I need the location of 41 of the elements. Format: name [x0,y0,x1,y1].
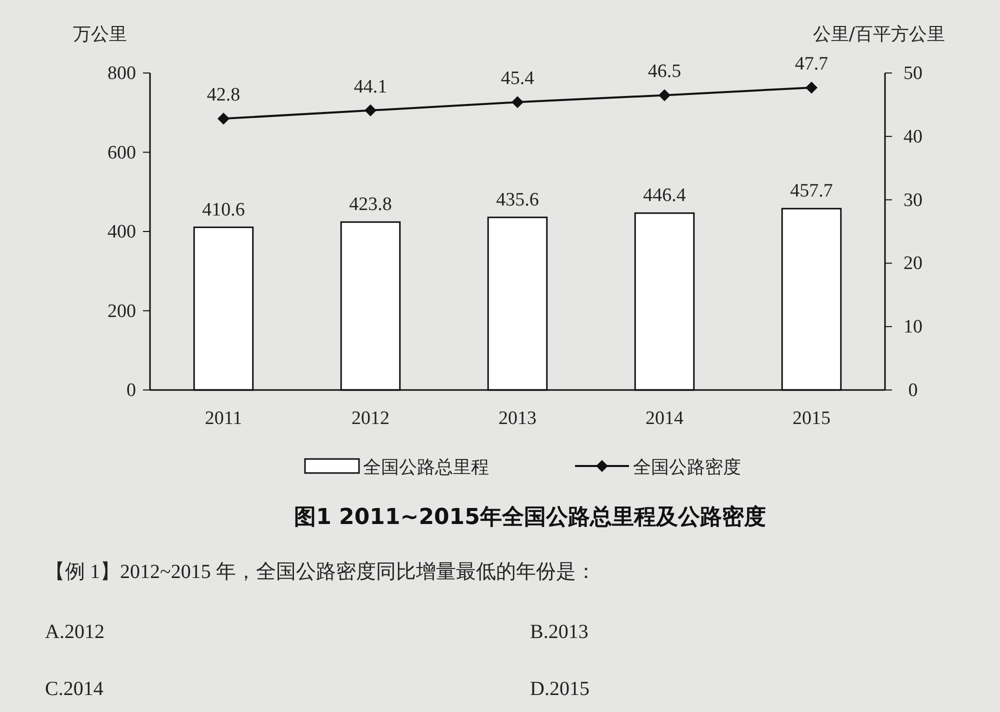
y-tick-label: 400 [108,222,136,242]
legend-label: 全国公路总里程 [363,457,489,478]
text: D.2015 [530,678,590,700]
text: 【例 1】2012~2015 年，全国公路密度同比增量最低的年份是： [45,561,596,583]
y-axis-title: 万公里 [73,24,127,45]
text: C.2014 [45,678,104,700]
x-tick-label: 2014 [646,408,684,429]
point [364,104,376,116]
y2-tick-label: 10 [904,316,922,338]
data-label: 457.7 [790,180,833,202]
y-tick-label: 0 [126,380,136,401]
data-label: 435.6 [496,189,539,210]
text: 图1 2011~2015年全国公路总里程及公路密度 [294,504,766,530]
x-tick-label: 2012 [352,408,390,429]
data-label: 42.8 [206,84,240,106]
point [218,112,230,125]
y-tick-label: 600 [108,142,136,164]
text: B.2013 [530,621,588,643]
y2-tick-label: 50 [904,63,922,84]
data-label: 446.4 [643,185,686,206]
legend-label: 全国公路密度 [633,457,741,478]
y2-tick-label: 30 [904,190,922,211]
y-tick-label: 800 [108,63,136,84]
data-label: 423.8 [349,194,392,216]
point [658,89,670,102]
x-tick-label: 2013 [498,408,536,429]
data-label: 410.6 [202,199,245,220]
data-label: 47.7 [794,54,828,75]
y-tick-label: 200 [108,300,136,322]
data-label: 46.5 [648,61,682,82]
x-tick-label: 2011 [204,408,242,429]
data-label: 44.1 [354,76,388,98]
text: A.2012 [45,621,104,643]
y2-axis-title: 公里/百平方公里 [812,24,945,45]
y2-tick-label: 0 [908,380,918,401]
y2-tick-label: 40 [904,126,922,148]
point [512,96,524,108]
y2-tick-label: 20 [904,253,922,274]
point [806,82,818,94]
data-label: 45.4 [500,68,535,90]
x-tick-label: 2015 [792,408,830,429]
